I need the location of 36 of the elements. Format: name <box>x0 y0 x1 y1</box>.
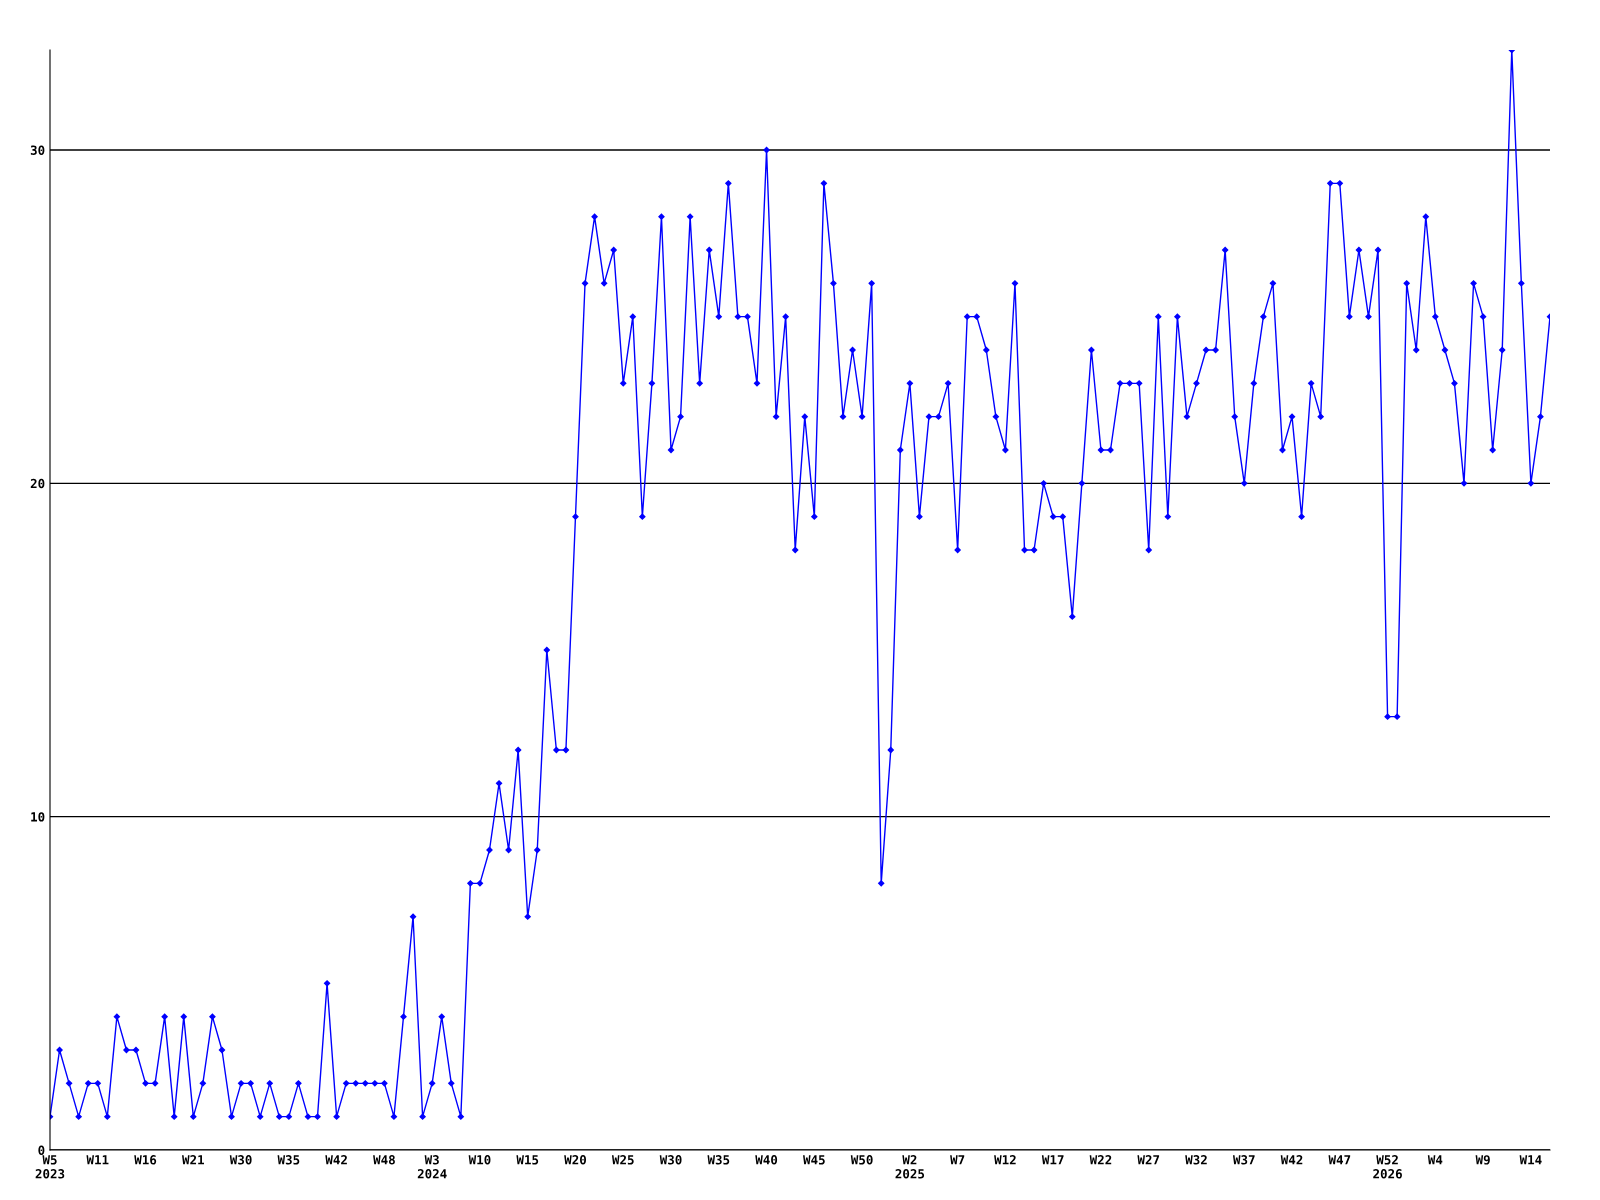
y-tick-label: 20 <box>30 478 45 489</box>
x-tick-label: W10 <box>468 1155 491 1165</box>
x-tick-label: W5 2023 <box>35 1155 65 1179</box>
x-tick-label: W14 <box>1519 1155 1542 1165</box>
x-tick-label: W32 <box>1185 1155 1207 1165</box>
x-tick-label: W35 <box>277 1155 300 1165</box>
x-tick-label: W21 <box>182 1155 204 1165</box>
x-tick-label: W4 <box>1427 1155 1443 1165</box>
x-tick-label: W47 <box>1328 1155 1351 1165</box>
x-tick-label: W35 <box>707 1155 730 1165</box>
x-tick-label: W50 <box>850 1155 873 1165</box>
x-tick-label: W16 <box>134 1155 157 1165</box>
x-tick-label: W9 <box>1475 1155 1490 1165</box>
x-tick-label: W17 <box>1041 1155 1064 1165</box>
x-tick-label: W52 2026 <box>1373 1155 1402 1179</box>
x-tick-label: W42 <box>325 1155 347 1165</box>
x-tick-label: W30 <box>659 1155 682 1165</box>
x-tick-label: W12 <box>994 1155 1016 1165</box>
x-tick-label: W48 <box>373 1155 395 1165</box>
x-tick-label: W2 2025 <box>895 1155 925 1179</box>
x-tick-label: W15 <box>516 1155 539 1165</box>
x-tick-label: W42 <box>1280 1155 1303 1165</box>
x-tick-label: W45 <box>803 1155 825 1165</box>
y-tick-label: 10 <box>31 812 45 822</box>
x-tick-label: W20 <box>564 1155 587 1165</box>
x-tick-label: W7 <box>950 1155 965 1165</box>
x-tick-label: W30 <box>229 1155 252 1165</box>
x-tick-label: W11 <box>86 1155 109 1165</box>
x-tick-label: W22 <box>1089 1155 1112 1165</box>
x-tick-label: W27 <box>1137 1155 1160 1165</box>
y-tick-label: 0 <box>38 1145 45 1155</box>
x-tick-label: W37 <box>1232 1155 1255 1165</box>
x-tick-label: W40 <box>755 1155 778 1165</box>
x-tick-label: W3 2024 <box>417 1155 447 1179</box>
y-tick-label: 30 <box>30 145 45 155</box>
x-tick-label: W25 <box>611 1155 634 1165</box>
